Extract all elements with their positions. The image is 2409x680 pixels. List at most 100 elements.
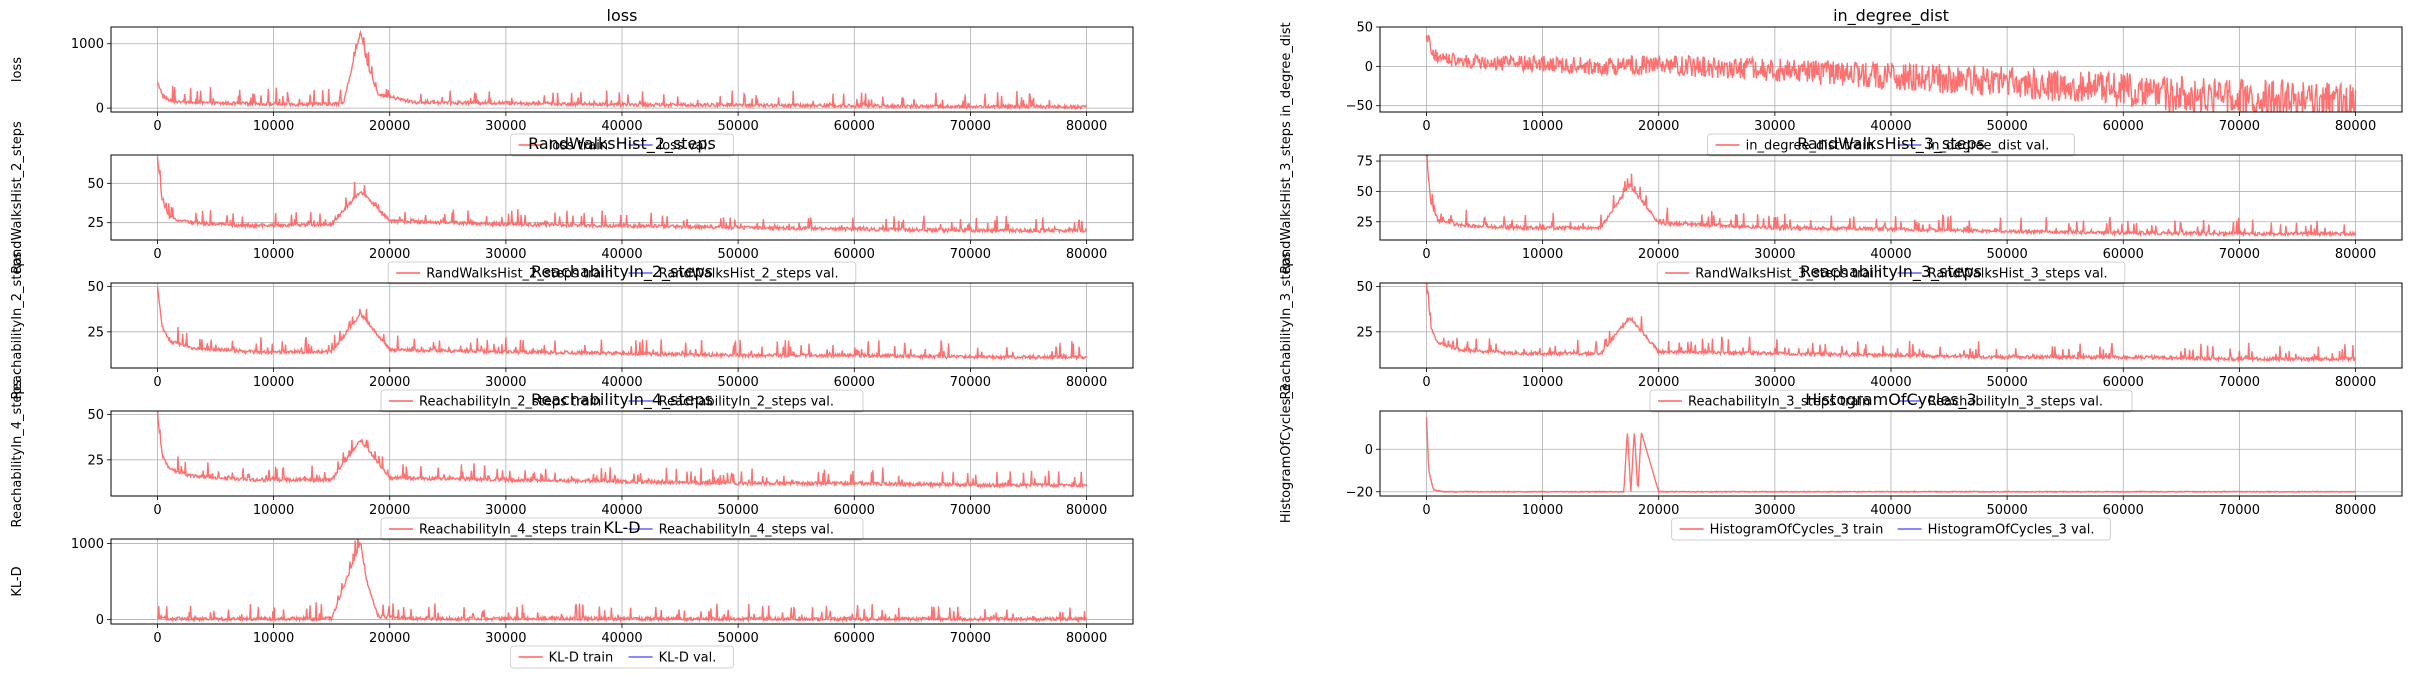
x-tick-label: 0	[153, 375, 161, 390]
x-tick-label: 0	[1422, 119, 1430, 134]
y-tick-label: 50	[1356, 21, 1373, 36]
x-tick-label: 60000	[2103, 503, 2144, 518]
axes-frame	[110, 26, 1134, 113]
x-tick-label: 30000	[1754, 247, 1795, 262]
x-tick-label: 30000	[485, 247, 526, 262]
y-tick-label: 50	[87, 280, 104, 295]
x-tick-label: 10000	[253, 119, 294, 134]
x-tick-label: 60000	[834, 247, 875, 262]
series-line	[1425, 34, 2357, 112]
x-tick-label: 70000	[2219, 247, 2260, 262]
legend-entry: loss train	[549, 139, 609, 154]
x-tick-label: 60000	[2103, 247, 2144, 262]
subplot-title: ReachabilityIn_2_steps	[531, 262, 713, 282]
legend-entry: RandWalksHist_2_steps train	[426, 267, 613, 282]
x-tick-label: 30000	[1754, 119, 1795, 134]
legend-box	[1671, 517, 2111, 541]
x-tick-label: 20000	[369, 119, 410, 134]
x-tick-label: 70000	[950, 503, 991, 518]
x-tick-label: 70000	[2219, 119, 2260, 134]
x-tick-label: 10000	[253, 503, 294, 518]
legend-entry: RandWalksHist_3_steps train	[1695, 267, 1882, 282]
x-tick-label: 0	[1422, 247, 1430, 262]
legend: loss train loss val.	[510, 133, 734, 157]
series-line	[1425, 417, 2356, 494]
legend-entry: ReachabilityIn_4_steps train	[419, 523, 601, 538]
x-tick-label: 30000	[1754, 375, 1795, 390]
x-tick-label: 60000	[834, 375, 875, 390]
legend: in_degree_dist train in_degree_dist val.	[1707, 133, 2075, 157]
subplot-3: 0 10000 20000 30000 40000 50000 60000 70000 8000…	[1279, 121, 2403, 285]
x-tick-label: 80000	[1066, 375, 1107, 390]
x-tick-label: 0	[153, 631, 161, 646]
x-tick-label: 70000	[2219, 503, 2260, 518]
x-tick-label: 80000	[1066, 247, 1107, 262]
y-tick-label: 50	[87, 177, 104, 192]
series-line	[156, 29, 1087, 111]
y-tick-label: 50	[1356, 280, 1373, 295]
x-tick-label: 30000	[485, 375, 526, 390]
x-tick-label: 0	[153, 247, 161, 262]
series-line	[1425, 155, 2357, 238]
x-tick-label: 40000	[1870, 375, 1911, 390]
x-tick-label: 60000	[2103, 375, 2144, 390]
subplot-title: HistogramOfCycles_3	[1805, 390, 1976, 410]
x-tick-label: 40000	[1870, 247, 1911, 262]
legend-entry: ReachabilityIn_3_steps val.	[1928, 395, 2103, 410]
x-tick-label: 30000	[485, 503, 526, 518]
series-line	[156, 411, 1088, 490]
y-tick-label: 1000	[71, 537, 104, 552]
y-tick-label: −50	[1346, 99, 1373, 114]
x-tick-label: 0	[1422, 503, 1430, 518]
axes-frame	[1379, 26, 2403, 113]
x-tick-label: 60000	[834, 119, 875, 134]
legend-entry: in_degree_dist train	[1746, 139, 1875, 154]
y-tick-label: 75	[1356, 155, 1373, 170]
x-tick-label: 70000	[950, 375, 991, 390]
x-tick-label: 20000	[369, 247, 410, 262]
y-axis-label: HistogramOfCycles_3	[1279, 384, 1294, 523]
x-tick-label: 80000	[2335, 119, 2376, 134]
x-tick-label: 10000	[1522, 119, 1563, 134]
x-tick-label: 50000	[1986, 119, 2027, 134]
axes-frame	[1379, 282, 2403, 369]
subplot-title: ReachabilityIn_3_steps	[1800, 262, 1982, 282]
axes-frame	[110, 410, 1134, 497]
axes-frame	[110, 282, 1134, 369]
y-axis-label: ReachabilityIn_2_steps	[10, 251, 25, 399]
x-tick-label: 20000	[369, 503, 410, 518]
x-tick-label: 40000	[601, 119, 642, 134]
y-tick-label: 1000	[71, 37, 104, 52]
subplot-title: RandWalksHist_3_steps	[1797, 134, 1985, 154]
axes-frame	[1379, 410, 2403, 497]
x-tick-label: 10000	[1522, 375, 1563, 390]
x-tick-label: 70000	[950, 119, 991, 134]
x-tick-label: 10000	[253, 375, 294, 390]
legend-entry: HistogramOfCycles_3 val.	[1928, 523, 2095, 538]
y-tick-label: 0	[1365, 60, 1373, 75]
y-tick-label: 0	[96, 102, 104, 117]
legend: HistogramOfCycles_3 train HistogramOfCycl…	[1671, 517, 2111, 541]
legend-entry: ReachabilityIn_3_steps train	[1688, 395, 1870, 410]
legend-entry: HistogramOfCycles_3 train	[1710, 523, 1884, 538]
x-tick-label: 0	[153, 119, 161, 134]
x-tick-label: 40000	[601, 631, 642, 646]
y-tick-label: 50	[1356, 185, 1373, 200]
legend: RandWalksHist_3_steps train RandWalksHist…	[1656, 261, 2126, 285]
legend-entry: RandWalksHist_2_steps val.	[659, 267, 839, 282]
subplot-4: 0 10000 20000 30000 40000 50000 60000 70000 8000…	[10, 251, 1134, 413]
x-tick-label: 20000	[1638, 119, 1679, 134]
x-tick-label: 30000	[1754, 503, 1795, 518]
x-tick-label: 30000	[485, 631, 526, 646]
x-tick-label: 50000	[717, 247, 758, 262]
y-tick-label: 50	[87, 408, 104, 423]
series-line	[156, 539, 1088, 624]
x-tick-label: 70000	[950, 247, 991, 262]
legend-entry: in_degree_dist val.	[1928, 139, 2050, 154]
legend-entry: loss val.	[659, 139, 712, 154]
x-tick-label: 80000	[1066, 119, 1107, 134]
x-tick-label: 50000	[1986, 503, 2027, 518]
y-axis-label: loss	[10, 57, 25, 82]
y-axis-label: in_degree_dist	[1279, 22, 1294, 116]
x-tick-label: 20000	[1638, 375, 1679, 390]
